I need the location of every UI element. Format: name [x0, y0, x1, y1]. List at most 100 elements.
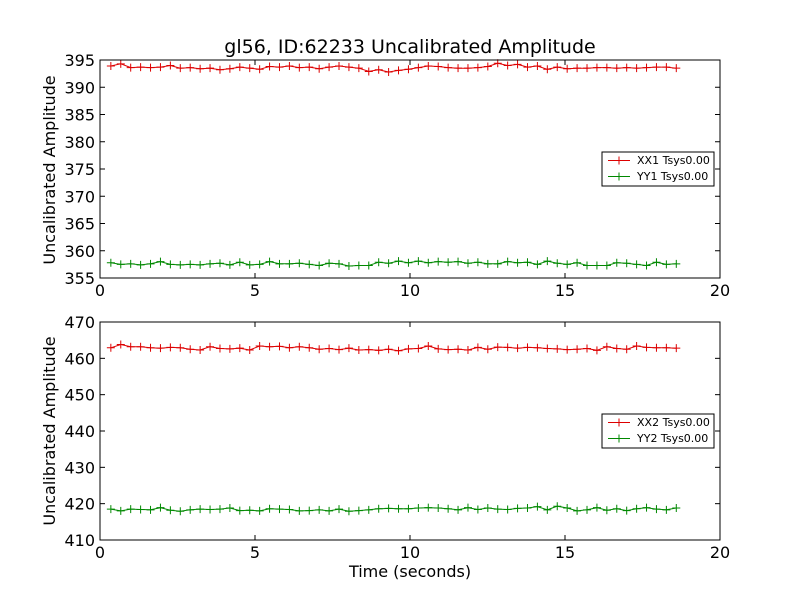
chart-bottom-series-2-point	[652, 505, 661, 514]
chart-top-series-2-point	[325, 259, 334, 268]
chart-bottom-series-2-point	[196, 505, 205, 514]
chart-top-series-2-point	[523, 258, 532, 267]
chart-bottom-ytick-label: 470	[64, 313, 95, 332]
chart-bottom-series-2-point	[573, 506, 582, 515]
chart-bottom-series-1-point	[295, 342, 304, 351]
chart-top-series-1-point	[364, 67, 373, 76]
chart-bottom-series-line-1	[110, 343, 677, 352]
chart-bottom-marks	[106, 340, 681, 516]
chart-top-series-1-point	[632, 64, 641, 73]
chart-top-legend: XX1 Tsys0.00 YY1 Tsys0.00	[601, 151, 715, 187]
chart-bottom-series-2-point	[285, 505, 294, 514]
chart-bottom-series-2-point	[215, 505, 224, 514]
chart-bottom-series-2-point	[424, 503, 433, 512]
chart-bottom-xtick-label: 10	[400, 543, 420, 562]
chart-bottom-series-2-point	[503, 505, 512, 514]
chart-top-title: gl56, ID:62233 Uncalibrated Amplitude	[224, 36, 595, 58]
chart-top-series-2-point	[215, 259, 224, 268]
chart-top-series-1-point	[652, 63, 661, 72]
chart-top-series-1-point	[245, 64, 254, 73]
chart-top-series-1-point	[335, 61, 344, 70]
chart-top-series-2-point	[354, 261, 363, 270]
chart-top-series-1-point	[553, 63, 562, 72]
chart-top-series-1-point	[523, 63, 532, 72]
chart-top-series-1-point	[265, 62, 274, 71]
chart-top-ytick-label: 370	[64, 187, 95, 206]
chart-bottom-series-2-point	[612, 504, 621, 513]
chart-top-ytick-label: 375	[64, 160, 95, 179]
chart-bottom-series-1-point	[632, 341, 641, 350]
chart-top-ytick-label: 390	[64, 78, 95, 97]
chart-top-series-2-point	[444, 258, 453, 267]
chart-bottom-series-2-point	[186, 505, 195, 514]
chart-bottom-series-2-point	[275, 505, 284, 514]
chart-top-series-1-point	[424, 61, 433, 70]
chart-top-series-1-point	[225, 64, 234, 73]
chart-top-series-1-point	[305, 63, 314, 72]
chart-bottom-series-2-point	[265, 504, 274, 513]
chart-top-series-2-point	[394, 257, 403, 266]
chart-top-series-2-point	[295, 259, 304, 268]
chart-top-ytick-label: 380	[64, 133, 95, 152]
chart-top-series-1-point	[126, 63, 135, 72]
chart-top-series-1-point	[503, 61, 512, 70]
chart-bottom-series-1-point	[146, 343, 155, 352]
chart-bottom-series-2-point	[662, 505, 671, 514]
chart-top-series-2-point	[245, 260, 254, 269]
chart-bottom-series-2-point	[632, 504, 641, 513]
chart-top-series-1-point	[533, 61, 542, 70]
chart-bottom-series-1-point	[196, 345, 205, 354]
chart-top-series-1-point	[315, 64, 324, 73]
chart-top-series-2-point	[196, 260, 205, 269]
chart-bottom-series-2-point	[255, 506, 264, 515]
chart-top-series-1-point	[583, 64, 592, 73]
chart-bottom-series-1-point	[573, 345, 582, 354]
chart-top-series-1-point	[344, 63, 353, 72]
chart-bottom-series-1-point	[354, 345, 363, 354]
chart-bottom-series-2-point	[622, 506, 631, 515]
chart-bottom-series-1-point	[384, 345, 393, 354]
chart-bottom-ytick-label: 410	[64, 531, 95, 550]
chart-top-series-2-point	[533, 260, 542, 269]
chart-bottom-series-2-point	[136, 505, 145, 514]
chart-top-series-2-point	[106, 258, 115, 267]
chart-bottom-series-1-point	[344, 344, 353, 353]
chart-bottom-series-2-point	[235, 506, 244, 515]
chart-bottom-series-2-point	[483, 504, 492, 513]
chart-top-xtick-label: 15	[555, 281, 575, 300]
chart-top-series-1-point	[136, 63, 145, 72]
chart-top-series-2-point	[126, 259, 135, 268]
legend-label-yy2: YY2 Tsys0.00	[636, 432, 708, 445]
chart-top-series-1-point	[295, 63, 304, 72]
chart-top-ytick-label: 395	[64, 51, 95, 70]
chart-bottom: Uncalibrated Amplitude Time (seconds) 0 5…	[40, 313, 730, 581]
chart-top-ytick-label: 355	[64, 269, 95, 288]
chart-bottom-series-1-point	[583, 344, 592, 353]
chart-top-series-2-point	[483, 259, 492, 268]
chart-bottom-series-1-point	[305, 343, 314, 352]
chart-top-ytick-label: 365	[64, 215, 95, 234]
chart-bottom-series-2-point	[325, 506, 334, 515]
chart-top-ticks: 0 5 10 15 20 355 360 365 370 375 380 385 390 395	[64, 51, 730, 300]
chart-bottom-series-1-point	[275, 342, 284, 351]
chart-bottom-series-2-point	[493, 505, 502, 514]
chart-top-series-1-point	[414, 63, 423, 72]
chart-bottom-series-1-point	[622, 345, 631, 354]
chart-bottom-series-1-point	[126, 342, 135, 351]
chart-top-series-2-point	[652, 258, 661, 267]
chart-bottom-series-2-point	[206, 505, 215, 514]
chart-bottom-xtick-label: 20	[710, 543, 730, 562]
chart-bottom-series-2-point	[166, 506, 175, 515]
chart-top-series-line-2	[110, 260, 677, 267]
chart-top-series-2-point	[176, 260, 185, 269]
chart-top-series-2-point	[384, 259, 393, 268]
chart-top-series-2-point	[414, 257, 423, 266]
chart-bottom-series-2-point	[404, 504, 413, 513]
chart-bottom-series-2-point	[394, 504, 403, 513]
chart-top-series-2-point	[156, 257, 165, 266]
chart-top-series-1-point	[463, 64, 472, 73]
chart-bottom-series-2-point	[116, 506, 125, 515]
chart-top-series-1-point	[235, 63, 244, 72]
chart-bottom-series-2-point	[672, 504, 681, 513]
